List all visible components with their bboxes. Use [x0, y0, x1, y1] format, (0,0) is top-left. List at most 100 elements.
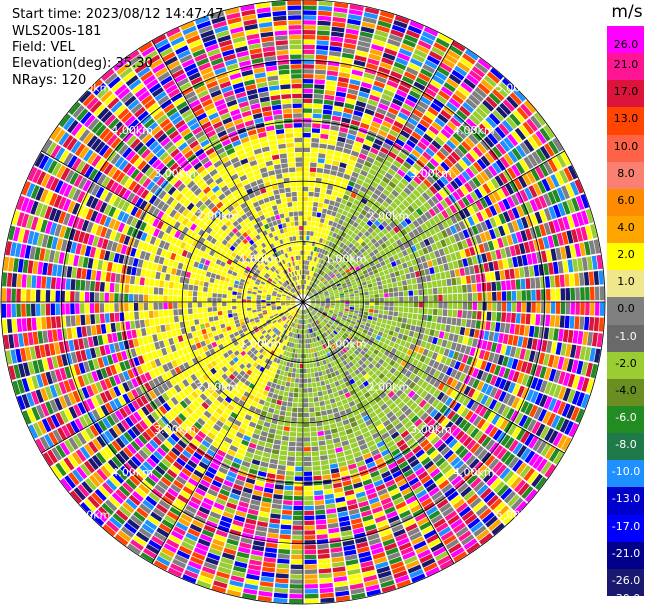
velocity-gate [456, 463, 468, 474]
velocity-gate [495, 322, 501, 332]
velocity-gate [276, 563, 290, 569]
velocity-gate [182, 347, 189, 355]
velocity-gate [255, 351, 261, 358]
velocity-gate [404, 255, 411, 262]
velocity-gate [359, 220, 366, 227]
velocity-gate [307, 343, 311, 349]
velocity-gate [322, 359, 327, 365]
velocity-gate [207, 355, 215, 363]
velocity-gate [341, 231, 347, 238]
velocity-gate [295, 313, 298, 318]
velocity-gate [387, 151, 397, 160]
velocity-gate [530, 377, 539, 390]
velocity-gate [229, 428, 238, 436]
velocity-gate [447, 410, 456, 420]
velocity-gate [511, 194, 520, 206]
velocity-gate [282, 345, 287, 351]
velocity-gate [73, 487, 86, 501]
velocity-gate [338, 331, 343, 337]
velocity-gate [274, 434, 282, 440]
velocity-gate [424, 59, 438, 70]
velocity-gate [339, 127, 349, 134]
velocity-gate [285, 325, 290, 330]
velocity-gate [274, 373, 280, 379]
velocity-gate [252, 355, 258, 362]
velocity-gate [347, 263, 353, 269]
velocity-gate [335, 146, 344, 152]
velocity-gate [311, 271, 315, 277]
velocity-gate [311, 221, 316, 227]
velocity-gate [416, 320, 422, 327]
velocity-gate [321, 183, 328, 189]
velocity-gate [442, 309, 448, 317]
velocity-gate [139, 503, 152, 515]
velocity-gate [441, 316, 447, 324]
velocity-gate [310, 305, 315, 308]
velocity-gate [528, 265, 535, 277]
velocity-gate [351, 522, 364, 530]
velocity-gate [254, 449, 263, 456]
velocity-gate [268, 523, 280, 529]
velocity-gate [308, 245, 312, 251]
velocity-gate [371, 255, 377, 261]
velocity-gate [267, 348, 272, 354]
velocity-gate [420, 214, 428, 223]
velocity-gate [545, 289, 551, 301]
velocity-gate [242, 527, 255, 535]
velocity-gate [326, 149, 335, 155]
velocity-gate [365, 322, 371, 328]
velocity-gate [335, 300, 340, 302]
velocity-gate [68, 406, 78, 419]
velocity-gate [292, 407, 298, 413]
velocity-gate [226, 356, 232, 363]
velocity-gate [524, 450, 536, 464]
velocity-gate [326, 209, 332, 215]
velocity-gate [225, 420, 233, 428]
velocity-gate [141, 523, 155, 535]
velocity-gate [323, 484, 333, 490]
velocity-gate [294, 308, 298, 312]
velocity-gate [446, 376, 454, 386]
velocity-gate [119, 450, 130, 462]
velocity-gate [296, 437, 303, 442]
velocity-gate [433, 302, 438, 309]
velocity-gate [500, 487, 513, 500]
velocity-gate [169, 465, 181, 475]
velocity-gate [452, 191, 461, 201]
velocity-gate [304, 495, 314, 501]
velocity-gate [351, 330, 357, 336]
velocity-gate [574, 273, 580, 287]
velocity-gate [388, 382, 396, 390]
velocity-gate [215, 407, 224, 415]
velocity-gate [469, 246, 476, 256]
velocity-gate [308, 286, 311, 291]
velocity-gate [211, 506, 223, 515]
velocity-gate [358, 202, 366, 209]
velocity-gate [475, 359, 483, 369]
velocity-gate [423, 179, 432, 188]
velocity-gate [356, 268, 362, 274]
velocity-gate [320, 296, 325, 299]
velocity-gate [390, 70, 403, 80]
velocity-gate [393, 254, 399, 261]
velocity-gate [312, 261, 316, 267]
velocity-gate [148, 539, 162, 551]
velocity-gate [488, 92, 501, 105]
velocity-gate [317, 548, 330, 554]
velocity-gate [183, 509, 195, 519]
velocity-gate [315, 177, 322, 183]
velocity-gate [407, 356, 415, 364]
velocity-gate [323, 234, 329, 240]
velocity-gate [283, 500, 293, 506]
velocity-gate [242, 366, 249, 373]
velocity-gate [498, 378, 507, 390]
velocity-gate [230, 411, 238, 419]
velocity-gate [119, 407, 128, 419]
velocity-gate [407, 411, 416, 420]
velocity-gate [291, 304, 296, 307]
velocity-gate [476, 254, 483, 264]
velocity-gate [82, 400, 91, 413]
velocity-gate [325, 268, 329, 273]
velocity-gate [570, 406, 580, 421]
velocity-gate [314, 192, 320, 198]
